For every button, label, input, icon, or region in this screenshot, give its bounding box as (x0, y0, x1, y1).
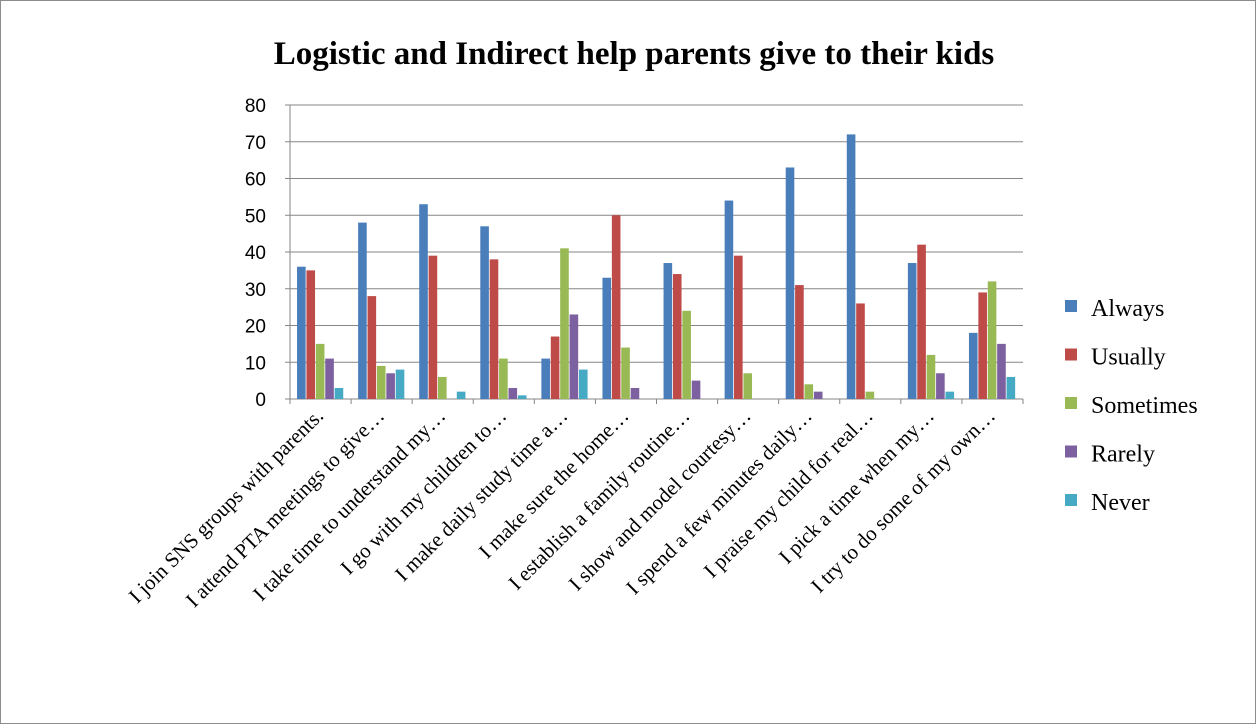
bar-rarely (997, 343, 1006, 399)
bar-rarely (691, 380, 701, 399)
legend-swatch (1065, 494, 1077, 506)
bar-rarely (630, 387, 640, 399)
y-tick-label: 10 (245, 353, 266, 374)
bar-always (297, 266, 306, 399)
bar-rarely (813, 391, 823, 399)
legend-swatch (1065, 397, 1077, 409)
bar-sometimes (926, 354, 936, 399)
bar-usually (795, 285, 804, 399)
bar-sometimes (560, 248, 569, 399)
legend-label: Usually (1091, 345, 1166, 371)
y-tick-label: 20 (245, 317, 266, 338)
bar-usually (489, 259, 499, 399)
y-tick-label: 0 (255, 390, 266, 411)
bar-never (578, 369, 588, 399)
bar-always (846, 134, 856, 399)
bar-usually (978, 292, 987, 399)
bar-always (785, 167, 795, 399)
legend-label: Never (1091, 490, 1150, 516)
bar-sometimes (865, 391, 875, 399)
legend: Always Usually Sometimes Rarely Never (1065, 296, 1198, 516)
y-tick-label: 80 (245, 96, 266, 117)
bar-never (517, 395, 527, 399)
bar-usually (367, 296, 377, 399)
legend-swatch (1065, 445, 1077, 458)
bar-never (1006, 376, 1016, 399)
y-tick-label: 50 (245, 206, 266, 227)
legend-label: Rarely (1091, 442, 1155, 468)
legend-swatch (1065, 300, 1077, 312)
bar-never (395, 369, 405, 399)
bar-sometimes (804, 384, 814, 399)
y-tick-label: 30 (245, 280, 266, 301)
bar-always (358, 222, 367, 399)
bar-sometimes (499, 358, 508, 399)
bar-usually (428, 255, 438, 399)
bar-sometimes (376, 365, 386, 399)
bar-rarely (325, 358, 334, 399)
chart-title: Logistic and Indirect help parents give … (274, 36, 995, 72)
bar-sometimes (315, 343, 325, 399)
bar-rarely (569, 314, 579, 399)
bar-usually (734, 255, 743, 399)
legend-label: Sometimes (1091, 393, 1198, 419)
bar-sometimes (987, 281, 997, 399)
bar-never (945, 391, 955, 399)
bar-always (663, 263, 673, 399)
bar-always (724, 200, 734, 399)
gridlines (290, 104, 1023, 363)
bar-always (419, 204, 428, 399)
bar-usually (611, 215, 621, 399)
bar-usually (306, 270, 316, 399)
bar-rarely (386, 373, 395, 399)
legend-swatch (1065, 348, 1077, 361)
bar-usually (917, 244, 926, 399)
bar-sometimes (621, 347, 630, 399)
bar-sometimes (682, 310, 691, 399)
legend-label: Always (1091, 296, 1164, 322)
category-labels: I join SNS groups with parents.I attend … (124, 404, 1000, 612)
y-tick-label: 40 (245, 243, 266, 264)
bar-sometimes (438, 376, 447, 399)
bar-never (334, 387, 344, 399)
bar-rarely (936, 373, 945, 399)
bar-usually (550, 336, 560, 399)
bar-rarely (508, 387, 518, 399)
bar-always (602, 277, 612, 399)
bar-never (456, 391, 466, 399)
bar-sometimes (743, 373, 753, 399)
y-tick-label: 70 (245, 133, 266, 154)
bar-usually (856, 303, 865, 399)
bar-usually (672, 274, 682, 399)
bar-always (480, 226, 489, 399)
axes: 0 10 20 30 40 50 60 70 80 (245, 96, 1024, 411)
bar-always (907, 263, 917, 399)
bar-always (968, 332, 978, 399)
y-tick-label: 60 (245, 170, 266, 191)
bar-always (541, 358, 550, 399)
bars (297, 134, 1016, 399)
